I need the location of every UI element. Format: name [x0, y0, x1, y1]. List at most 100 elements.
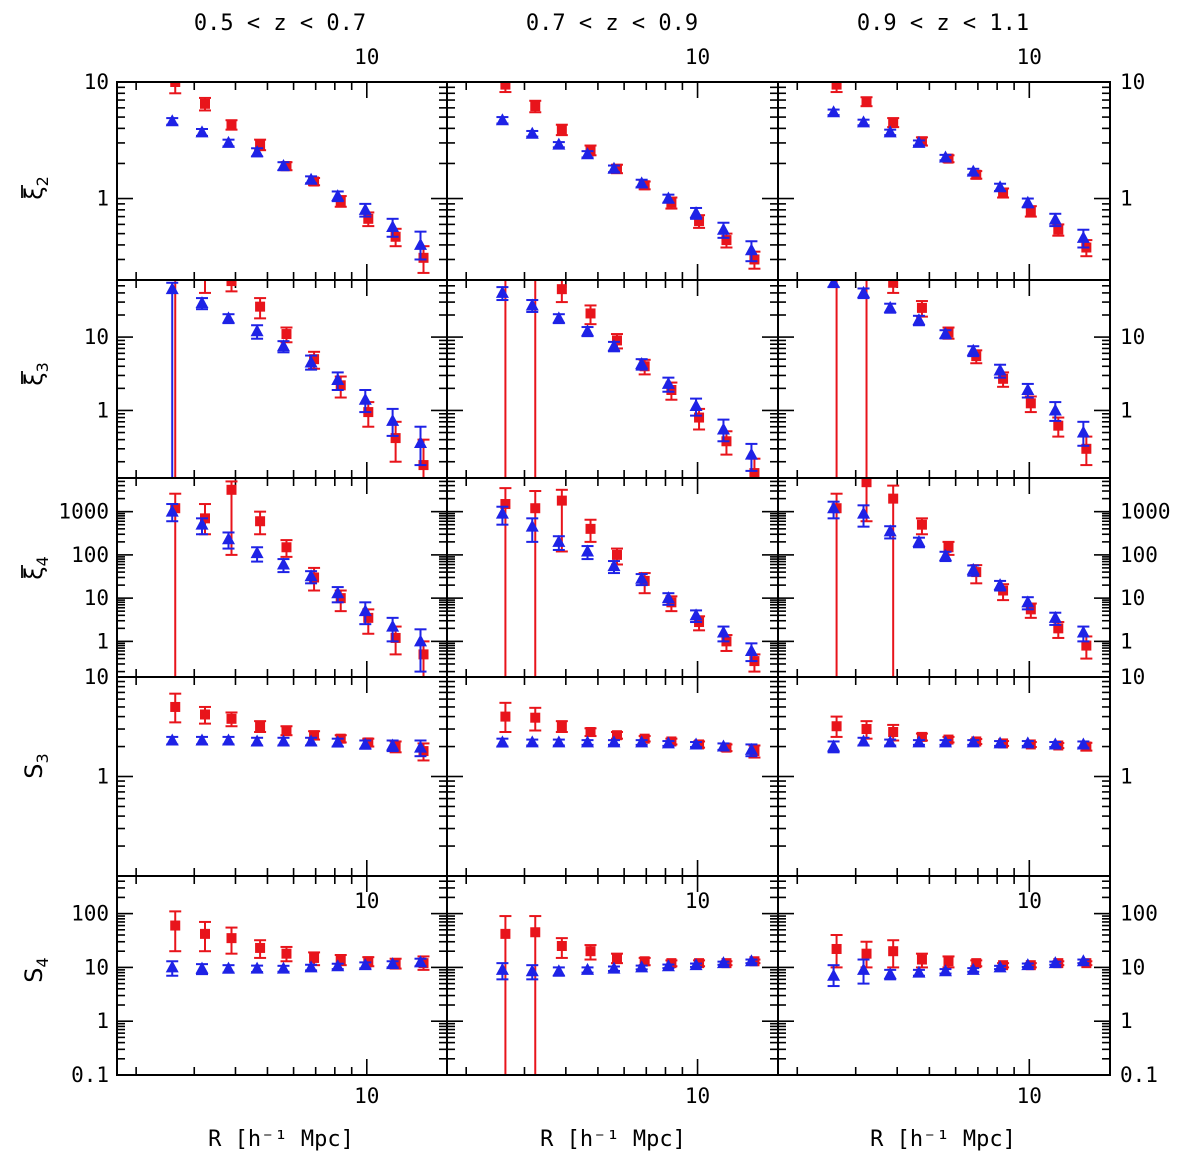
y-ticks [447, 875, 778, 1076]
y-tick-label: 0.1 [71, 1063, 109, 1087]
data-point-square [888, 493, 899, 504]
panels: 10110110110100100011010100.1110100101010… [58, 45, 1170, 1108]
panel-frame [446, 676, 779, 877]
data-point-square [226, 119, 237, 130]
data-point-triangle [661, 191, 675, 204]
x-tick-label-inner: 10 [354, 889, 379, 913]
series-blue [165, 114, 428, 261]
series-blue [827, 105, 1090, 249]
data-point-triangle [250, 324, 264, 337]
series-blue [827, 954, 1090, 988]
y-axis-labels: ξ2 ξ3 ξ4 S3 S4 [20, 176, 52, 983]
series-blue [495, 954, 758, 981]
x-ticks [135, 82, 368, 280]
data-point-square [611, 952, 622, 963]
data-point-square [721, 235, 732, 246]
panel-frame [777, 81, 1111, 281]
data-point-triangle [1048, 737, 1062, 750]
data-point-square [861, 724, 872, 735]
series-blue [165, 733, 428, 758]
data-point-square [888, 280, 899, 288]
data-point-triangle [304, 734, 318, 747]
data-point-triangle [581, 962, 595, 975]
data-point-triangle [938, 735, 952, 748]
data-point-square [500, 82, 511, 90]
data-point-square [255, 516, 266, 527]
y-tick-label: 1 [1120, 398, 1133, 422]
panel-frame [116, 676, 448, 877]
data-point-triangle [495, 506, 509, 519]
data-point-triangle [495, 113, 509, 126]
data-point-triangle [331, 189, 345, 202]
y-tick-label: 10 [1120, 586, 1145, 610]
data-point-square [390, 433, 401, 444]
data-point-triangle [716, 739, 730, 752]
data-point-triangle [966, 164, 980, 177]
data-point-triangle [912, 965, 926, 978]
data-point-triangle [386, 738, 400, 751]
data-point-triangle [607, 961, 621, 974]
x-ticks [135, 280, 368, 478]
series-red [499, 915, 761, 1075]
data-point-triangle [716, 222, 730, 235]
panel-xi2-col2: 10 [446, 45, 779, 281]
data-point-triangle [304, 355, 318, 368]
panel-xi3-col1: 1 10 [84, 279, 448, 479]
data-point-triangle [661, 736, 675, 749]
x-tick-label-inner: 10 [685, 889, 710, 913]
x-ticks [135, 677, 368, 876]
data-point-square [861, 96, 872, 107]
y-axis-label-s4: S4 [20, 957, 52, 982]
data-point-square [998, 373, 1009, 384]
data-point-triangle [661, 376, 675, 389]
data-point-triangle [993, 578, 1007, 591]
y-ticks [778, 477, 1110, 673]
data-point-square [199, 98, 210, 109]
data-point-triangle [276, 339, 290, 352]
y-tick-label: 1000 [58, 500, 109, 524]
data-point-square [694, 216, 705, 227]
y-tick-label: 10 [1120, 665, 1145, 689]
data-points [165, 280, 430, 478]
data-points [827, 934, 1093, 988]
data-point-triangle [883, 300, 897, 313]
data-point-square [530, 503, 541, 514]
data-point-triangle [495, 735, 509, 748]
data-point-triangle [195, 517, 209, 530]
data-point-triangle [552, 311, 566, 324]
data-point-square [611, 335, 622, 346]
data-point-square [530, 262, 540, 272]
data-point-triangle [581, 735, 595, 748]
panel-xi2-col1: 10 1 10 [84, 45, 448, 281]
data-point-square [309, 730, 320, 741]
data-point-triangle [607, 339, 621, 352]
data-point-square [530, 101, 541, 112]
data-point-square [363, 737, 374, 748]
series-blue [827, 734, 1090, 754]
data-point-triangle [386, 619, 400, 632]
data-point-square [418, 252, 429, 263]
y-tick-label: 10 [1120, 325, 1145, 349]
y-ticks [447, 477, 778, 673]
data-point-square [363, 213, 374, 224]
data-point-triangle [744, 954, 758, 967]
column-title-2: 0.7 < z < 0.9 [526, 11, 698, 36]
data-point-square [418, 649, 429, 660]
data-point-square [226, 933, 237, 944]
data-point-triangle [414, 955, 428, 968]
data-point-triangle [221, 961, 235, 974]
data-point-square [749, 254, 760, 265]
data-point-square [888, 946, 899, 957]
data-point-square [255, 139, 266, 150]
y-tick-label: 10 [84, 586, 109, 610]
data-point-triangle [1076, 954, 1090, 967]
data-point-triangle [716, 956, 730, 969]
data-point-triangle [661, 591, 675, 604]
data-point-square [1081, 640, 1092, 651]
panel-S4-col1: 10 10 0.1 1 10 100 [71, 875, 448, 1108]
data-point-square [1053, 224, 1064, 235]
data-point-triangle [607, 161, 621, 174]
y-tick-label: 1 [96, 629, 109, 653]
data-point-square [611, 730, 622, 741]
data-point-square [585, 523, 596, 534]
